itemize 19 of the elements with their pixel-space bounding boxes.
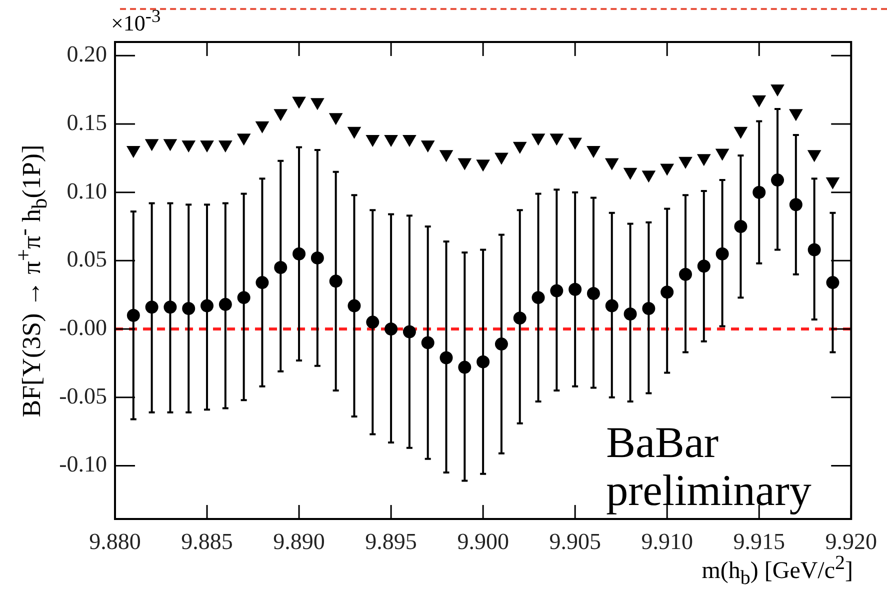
x-tick-label: 9.915 [733,528,785,554]
x-axis-title: m(h$_{b}$) [GeV/c$^{2}$] [702,552,853,590]
x-tick-label: 9.885 [181,528,233,554]
x-tick-label: 9.895 [365,528,417,554]
y-tick-label: -0.00 [59,315,107,340]
annotation: BaBar preliminary [606,418,812,515]
y-tick-label: -0.05 [59,383,107,408]
y-tick-label: 0.10 [66,178,107,204]
y-tick-label: -0.10 [59,452,107,477]
x-tick-label: 9.890 [273,528,325,554]
y-tick-label: 0.15 [66,110,107,136]
x-tick-label: 9.905 [549,528,601,554]
x-tick-label: 9.900 [457,528,509,554]
text: ×10$^{-3}$ [111,6,161,36]
y-tick-label: 0.05 [66,246,107,272]
x-tick-label: 9.920 [825,528,877,554]
y-tick-label: 0.20 [66,42,107,67]
x-tick-label: 9.880 [89,528,141,554]
x-tick-label: 9.910 [641,528,693,554]
